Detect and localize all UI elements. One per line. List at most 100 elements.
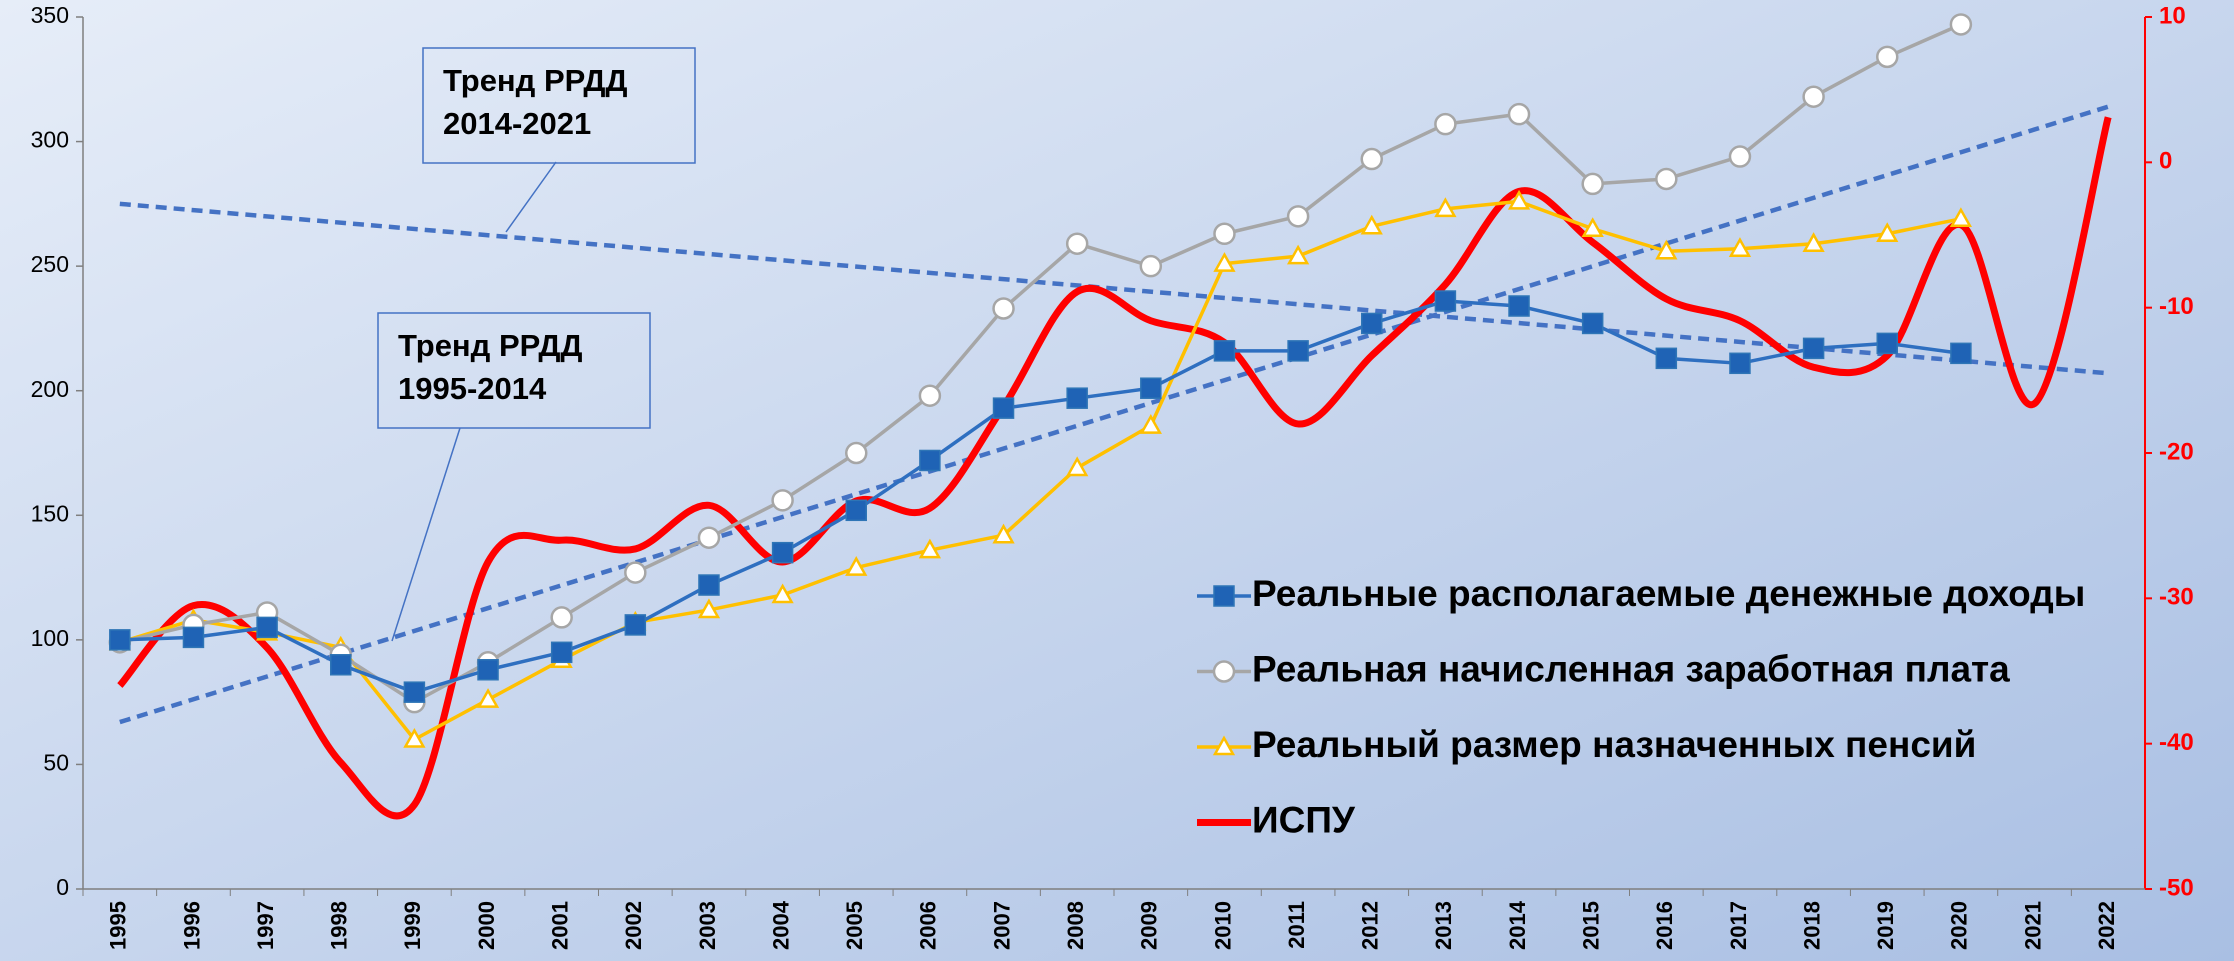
annotation-text: 1995-2014 — [398, 371, 547, 406]
x-tick-label: 2003 — [695, 901, 720, 950]
marker — [1508, 295, 1530, 317]
legend-marker — [1212, 660, 1236, 683]
marker — [771, 489, 794, 512]
marker — [1507, 189, 1531, 210]
y2-tick-label: 10 — [2159, 2, 2186, 29]
y-tick-label: 50 — [43, 750, 69, 776]
legend-label: ИСПУ — [1252, 799, 1356, 840]
trend-line — [119, 104, 2109, 725]
marker — [1434, 112, 1457, 136]
marker — [1140, 377, 1162, 399]
x-tick-label: 1999 — [400, 901, 425, 950]
marker — [1581, 312, 1604, 335]
marker — [1287, 340, 1309, 362]
marker — [771, 583, 794, 604]
marker — [624, 561, 647, 584]
annotation-box — [377, 312, 651, 429]
annotation-text: 2014-2021 — [443, 106, 591, 141]
marker — [1286, 244, 1310, 265]
x-tick-label: 2002 — [621, 901, 646, 950]
y-tick-label: 350 — [31, 2, 69, 28]
marker — [771, 541, 794, 564]
x-tick-label: 2020 — [1947, 901, 1972, 950]
y-tick-label: 100 — [31, 625, 69, 651]
x-tick-label: 1998 — [327, 901, 352, 950]
legend-label: Реальные располагаемые денежные доходы — [1252, 573, 2085, 614]
y2-tick-label: -30 — [2159, 584, 2194, 611]
marker — [1728, 145, 1752, 168]
marker — [1434, 290, 1457, 312]
marker — [1139, 254, 1163, 278]
marker — [403, 681, 426, 703]
x-tick-label: 2010 — [1210, 901, 1235, 950]
marker — [1213, 222, 1236, 246]
x-tick-label: 2017 — [1726, 901, 1751, 950]
marker — [1876, 222, 1899, 243]
y2-tick-label: -50 — [2159, 874, 2194, 901]
x-tick-label: 2021 — [2020, 901, 2045, 950]
marker — [1876, 332, 1898, 355]
marker — [256, 616, 278, 639]
y2-tick-label: -40 — [2159, 729, 2194, 756]
marker — [1360, 214, 1383, 235]
marker — [1213, 252, 1236, 272]
x-tick-label: 2007 — [989, 901, 1014, 950]
legend-marker — [1212, 735, 1236, 756]
marker — [476, 688, 500, 708]
marker — [845, 441, 868, 465]
annotation-box — [422, 47, 696, 164]
marker — [1360, 147, 1383, 171]
marker — [919, 449, 941, 472]
marker — [1581, 172, 1604, 196]
x-tick-label: 2016 — [1652, 901, 1677, 950]
marker — [182, 626, 205, 649]
x-tick-label: 2006 — [916, 901, 941, 950]
y-tick-label: 150 — [31, 500, 69, 526]
y-tick-label: 200 — [31, 376, 69, 402]
marker — [1802, 337, 1825, 360]
marker — [1286, 205, 1310, 228]
marker — [1066, 387, 1088, 409]
marker — [918, 538, 942, 559]
annotation-leader — [391, 427, 461, 642]
marker — [1065, 232, 1089, 255]
y2-tick-label: -10 — [2159, 293, 2194, 320]
marker — [1581, 217, 1604, 238]
x-tick-label: 2019 — [1873, 901, 1898, 950]
series-line — [119, 199, 1962, 742]
marker — [1950, 342, 1972, 365]
marker — [624, 614, 647, 636]
marker — [697, 598, 721, 619]
marker — [698, 574, 720, 596]
x-tick-label: 2004 — [768, 900, 793, 950]
marker — [1949, 13, 1973, 36]
marker — [403, 727, 426, 748]
marker — [697, 526, 721, 549]
marker — [845, 556, 868, 576]
legend-label: Реальный размер назначенных пенсий — [1252, 724, 1976, 765]
series-line — [119, 299, 1962, 694]
annotation-leader — [505, 161, 557, 233]
y2-tick-label: -20 — [2159, 438, 2194, 465]
marker — [1728, 237, 1752, 257]
legend-marker — [1213, 585, 1235, 607]
x-tick-label: 2012 — [1358, 901, 1383, 950]
marker — [1949, 207, 1973, 228]
marker — [1876, 45, 1899, 69]
marker — [1802, 85, 1825, 108]
marker — [330, 654, 352, 676]
marker — [992, 523, 1015, 544]
marker — [1066, 456, 1089, 477]
marker — [1507, 102, 1531, 126]
x-tick-label: 1997 — [253, 901, 278, 950]
series-line — [117, 116, 2112, 820]
x-tick-label: 2008 — [1063, 901, 1088, 950]
marker — [477, 659, 499, 681]
x-tick-label: 2009 — [1137, 901, 1162, 950]
annotation-text: Тренд РРДД — [398, 328, 583, 363]
x-tick-label: 1996 — [179, 901, 204, 950]
y2-tick-label: 0 — [2159, 148, 2172, 175]
